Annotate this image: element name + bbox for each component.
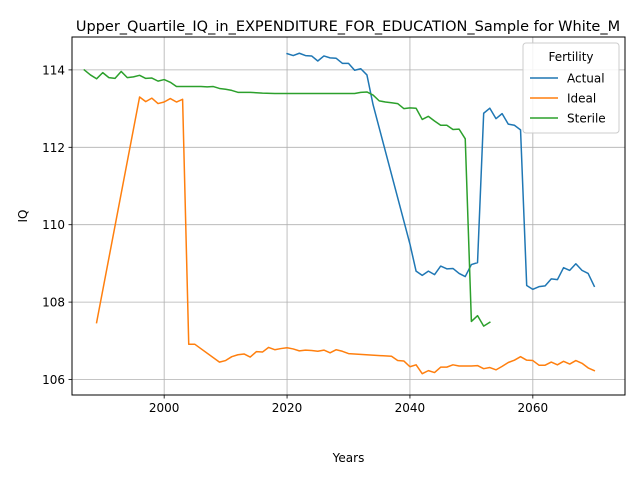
y-tick-label: 110	[42, 218, 65, 232]
legend-label-actual: Actual	[567, 72, 605, 86]
legend-items: Actual Ideal Sterile	[530, 72, 606, 126]
plot-frame	[71, 36, 626, 396]
y-tick-label: 106	[42, 373, 65, 387]
x-tick-label: 2000	[149, 401, 180, 415]
legend-title: Fertility	[548, 50, 593, 64]
legend-box	[522, 42, 620, 134]
x-tick-label: 2040	[395, 401, 426, 415]
series-layer	[83, 52, 596, 375]
series-line-sterile	[83, 68, 491, 327]
series-line-ideal	[95, 96, 596, 375]
legend: Fertility Actual Ideal Sterile	[522, 42, 620, 134]
chart-title: Upper_Quartile_IQ_in_EXPENDITURE_FOR_EDU…	[76, 19, 620, 35]
legend-label-sterile: Sterile	[567, 112, 606, 126]
y-tick-label: 112	[42, 141, 65, 155]
x-tick-label: 2020	[272, 401, 303, 415]
legend-label-ideal: Ideal	[567, 92, 596, 106]
y-tick-label: 114	[42, 63, 65, 77]
x-axis-label: Years	[332, 451, 365, 465]
series-line-actual	[286, 52, 596, 291]
tick-layer: 2000 2020 2040 2060 106 108 110 112 114	[42, 63, 548, 415]
x-tick-label: 2060	[518, 401, 549, 415]
y-axis-label: IQ	[16, 210, 30, 223]
y-tick-label: 108	[42, 296, 65, 310]
